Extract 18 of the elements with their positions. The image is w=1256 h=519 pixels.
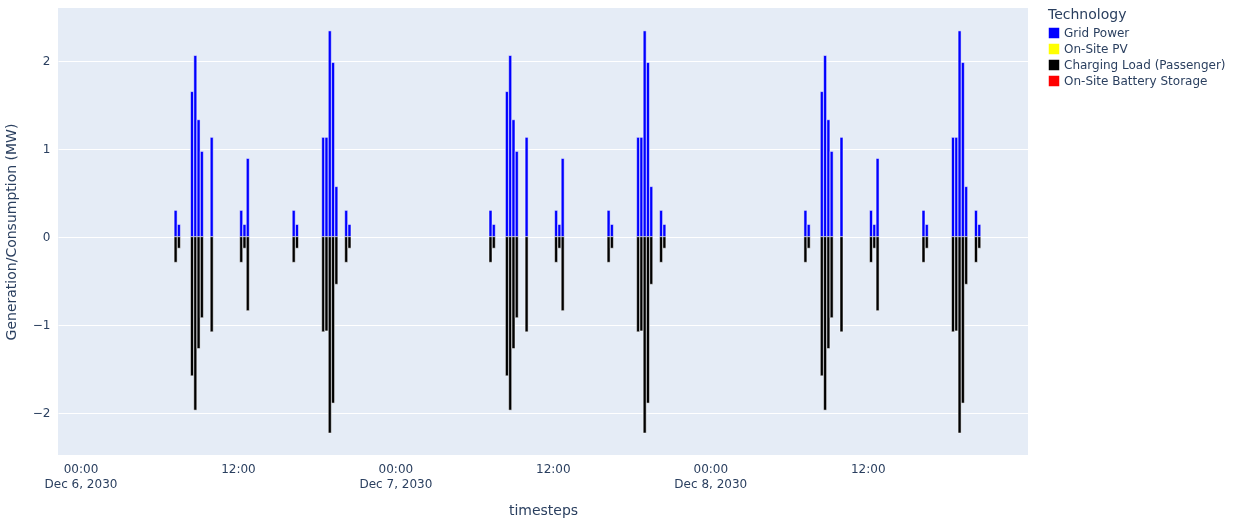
y-tick-label: −1: [32, 318, 51, 333]
y-tick-label: −2: [32, 406, 51, 421]
y-tick-label: 0: [42, 230, 51, 245]
x-tick-label: 12:00: [536, 461, 571, 476]
legend-label: Charging Load (Passenger): [1064, 58, 1226, 72]
y-tick-label: 2: [42, 54, 51, 69]
x-tick-label: 12:00: [850, 461, 886, 476]
y-tick-label: 1: [42, 142, 51, 157]
legend-label: On-Site Battery Storage: [1064, 74, 1208, 88]
y-axis-title: Generation/Consumption (MW): [2, 123, 19, 341]
x-tick-label: 00:00 Dec 7, 2030: [359, 461, 433, 491]
legend-label: Grid Power: [1064, 26, 1130, 40]
x-tick-label: 00:00 Dec 8, 2030: [674, 461, 748, 491]
legend-title: Technology: [1047, 6, 1127, 22]
x-tick-label: 00:00 Dec 6, 2030: [44, 461, 118, 491]
x-axis-title: timesteps: [508, 501, 579, 518]
legend-label: On-Site PV: [1064, 42, 1129, 56]
x-tick-label: 12:00: [221, 461, 256, 476]
